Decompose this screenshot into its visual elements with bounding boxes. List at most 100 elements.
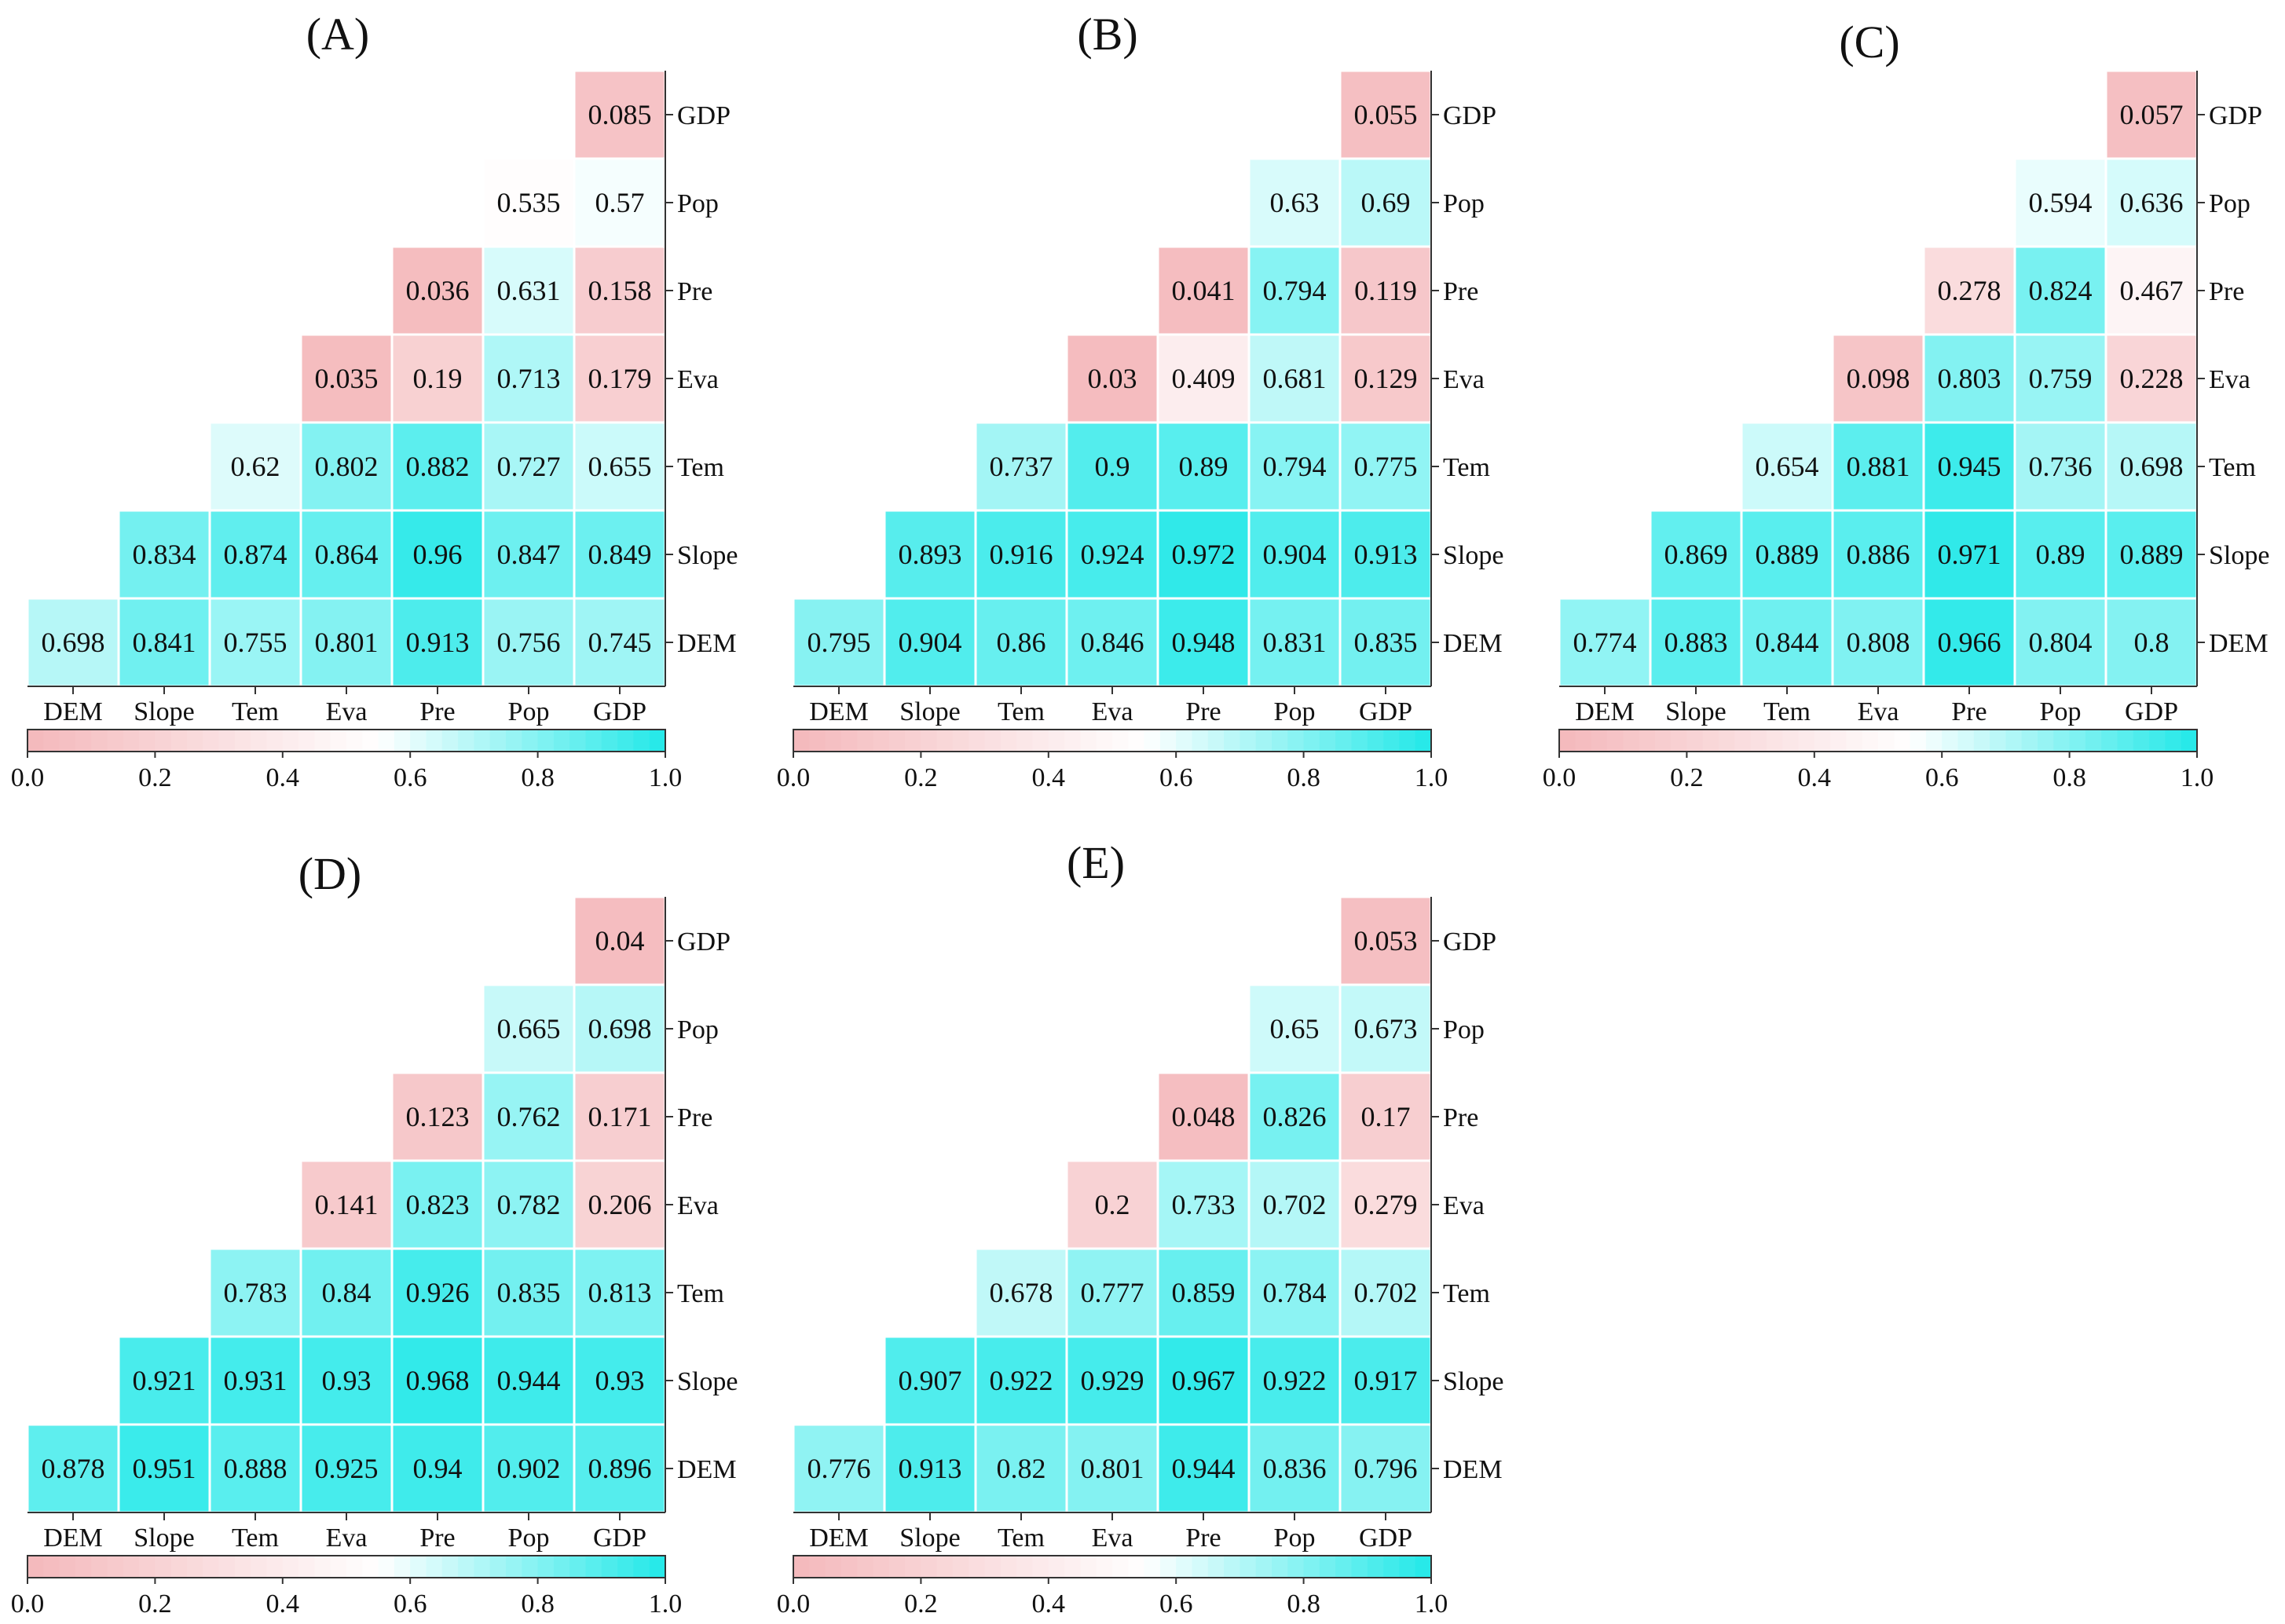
cell-value-label: 0.179 [588, 363, 652, 394]
heatmap-cell [26, 597, 120, 688]
colorbar-segment [921, 730, 938, 752]
column-label: Pop [1274, 697, 1316, 726]
colorbar-tick-label: 0.8 [2052, 763, 2086, 792]
colorbar-segment [2117, 730, 2134, 752]
colorbar-segment [537, 1556, 555, 1578]
cell-value-label: 0.794 [1263, 451, 1327, 482]
heatmap-panel-2: (B) 0.055 0.63 0.69 0.041 0.794 0.119 0.03 0.409… [777, 9, 1504, 792]
heatmap-cell [1338, 421, 1433, 512]
colorbar-segment [282, 1556, 299, 1578]
colorbar-segment [1894, 730, 1911, 752]
colorbar-tick-label: 0.0 [777, 1589, 811, 1619]
cell-value-label: 0.803 [1938, 363, 2001, 394]
column-label: DEM [43, 1523, 103, 1553]
colorbar-segment [1782, 730, 1800, 752]
colorbar-segment [1192, 730, 1209, 752]
cell-value-label: 0.57 [595, 187, 645, 218]
heatmap-cell [299, 1247, 394, 1338]
heatmap-cell [1065, 509, 1159, 600]
colorbar-tick-label: 0.2 [138, 763, 172, 792]
cell-value-label: 0.89 [2036, 539, 2085, 570]
cell-value-label: 0.733 [1172, 1189, 1236, 1220]
colorbar-tick-label: 0.4 [1798, 763, 1832, 792]
heatmap-cell [573, 245, 667, 336]
cell-value-label: 0.048 [1172, 1101, 1236, 1132]
colorbar-segment [330, 1556, 347, 1578]
colorbar-segment [1335, 730, 1353, 752]
panel-title: (C) [1839, 16, 1899, 68]
colorbar-segment [1128, 1556, 1145, 1578]
cell-value-label: 0.777 [1081, 1277, 1144, 1308]
heatmap-cell [299, 509, 394, 600]
column-label: Slope [134, 1523, 194, 1553]
colorbar-segment [91, 730, 108, 752]
colorbar-segment [1096, 730, 1113, 752]
heatmap-cell [208, 509, 302, 600]
colorbar-segment [522, 1556, 539, 1578]
colorbar-segment [1351, 1556, 1368, 1578]
colorbar-segment [474, 730, 491, 752]
colorbar-segment [1096, 1556, 1113, 1578]
heatmap-cell [1156, 509, 1251, 600]
cell-value-label: 0.698 [42, 627, 105, 658]
heatmap-cell [299, 1159, 394, 1250]
cell-value-label: 0.17 [1361, 1101, 1411, 1132]
cell-value-label: 0.228 [2120, 363, 2184, 394]
column-label: Slope [134, 697, 194, 726]
cell-value-label: 0.041 [1172, 275, 1236, 306]
row-label: Pre [677, 277, 712, 306]
cell-value-label: 0.94 [413, 1453, 463, 1484]
colorbar-segment [2085, 730, 2102, 752]
colorbar-segment [2069, 730, 2086, 752]
cell-value-label: 0.907 [899, 1365, 962, 1396]
row-label: Eva [1443, 365, 1485, 394]
colorbar-tick-label: 1.0 [649, 1589, 683, 1619]
colorbar-segment [43, 1556, 60, 1578]
heatmap-cell [573, 509, 667, 600]
column-label: Eva [326, 697, 368, 726]
row-label: GDP [1443, 927, 1496, 956]
row-label: Tem [1443, 453, 1490, 482]
colorbar-segment [553, 1556, 570, 1578]
colorbar-segment [1862, 730, 1879, 752]
cell-value-label: 0.783 [224, 1277, 287, 1308]
heatmap-cell [1156, 333, 1251, 424]
cell-value-label: 0.913 [899, 1453, 962, 1484]
colorbar-segment [1878, 730, 1895, 752]
cell-value-label: 0.889 [2120, 539, 2184, 570]
colorbar-segment [1399, 1556, 1416, 1578]
column-label: DEM [43, 697, 103, 726]
colorbar-segment [59, 730, 76, 752]
colorbar-segment [888, 1556, 906, 1578]
cell-value-label: 0.926 [406, 1277, 470, 1308]
colorbar-segment [266, 1556, 284, 1578]
cell-value-label: 0.713 [497, 363, 561, 394]
cell-value-label: 0.834 [133, 539, 196, 570]
colorbar-segment [553, 730, 570, 752]
heatmap-cell [1338, 333, 1433, 424]
colorbar-segment [489, 730, 507, 752]
colorbar-segment [537, 730, 555, 752]
cell-value-label: 0.129 [1354, 363, 1418, 394]
colorbar-segment [107, 730, 124, 752]
heatmap-cell [117, 509, 211, 600]
colorbar-segment [1080, 730, 1097, 752]
cell-value-label: 0.63 [1270, 187, 1320, 218]
cell-value-label: 0.279 [1354, 1189, 1418, 1220]
colorbar-segment [1192, 1556, 1209, 1578]
column-label: Pre [419, 697, 455, 726]
colorbar-segment [1942, 730, 1959, 752]
colorbar-segment [458, 730, 474, 752]
cell-value-label: 0.036 [406, 275, 470, 306]
cell-value-label: 0.93 [322, 1365, 372, 1396]
colorbar-segment [234, 730, 251, 752]
cell-value-label: 0.801 [315, 627, 379, 658]
colorbar-segment [1032, 730, 1049, 752]
colorbar-segment [809, 1556, 826, 1578]
cell-value-label: 0.874 [224, 539, 287, 570]
heatmap-cell [1338, 157, 1433, 248]
cell-value-label: 0.123 [406, 1101, 470, 1132]
column-label: Pre [1185, 1523, 1221, 1553]
colorbar-segment [218, 730, 236, 752]
heatmap-cell [573, 1247, 667, 1338]
